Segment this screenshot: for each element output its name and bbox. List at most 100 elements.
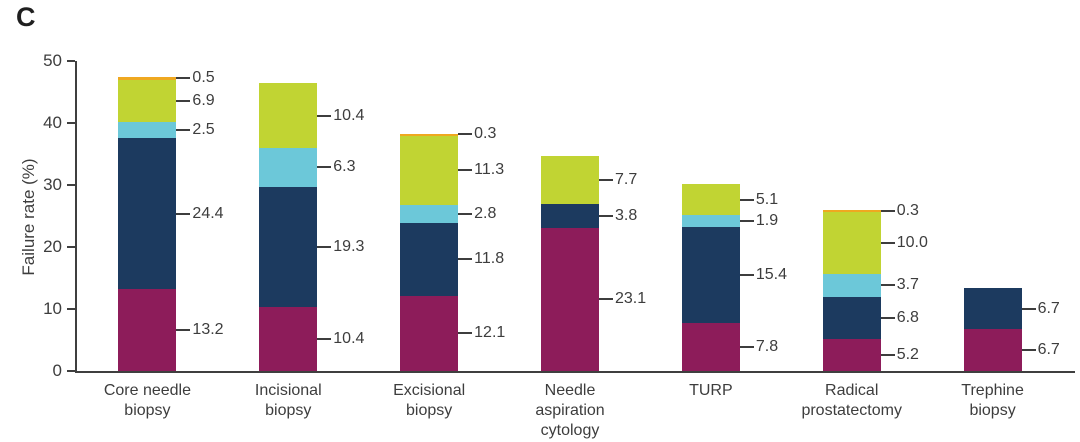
bar-trephine-biopsy-segment-navy xyxy=(963,287,1022,330)
bar-turp-segment-green xyxy=(681,183,740,216)
bar-incisional-biopsy-segment-maroon xyxy=(259,306,318,371)
label-connector-line xyxy=(176,77,191,80)
segment-value-label: 12.1 xyxy=(474,324,506,342)
label-connector-line xyxy=(317,114,332,117)
segment-value-label: 7.8 xyxy=(755,337,779,355)
x-category-label-turp: TURP xyxy=(689,382,733,399)
label-connector-line xyxy=(599,215,613,217)
label-connector-line xyxy=(458,258,473,261)
segment-value-label: 6.3 xyxy=(333,158,356,176)
segment-value-label: 15.4 xyxy=(755,265,787,283)
label-connector-line xyxy=(599,298,613,301)
y-axis-line xyxy=(75,61,77,373)
y-tick xyxy=(67,122,75,124)
x-category-label-trephine-biopsy: Trephine biopsy xyxy=(961,382,1024,419)
segment-value-label: 6.7 xyxy=(1037,299,1060,317)
bar-core-needle-biopsy-segment-light-blue xyxy=(118,122,177,138)
bar-core-needle-biopsy-segment-maroon xyxy=(118,289,177,371)
bar-core-needle-biopsy-segment-orange xyxy=(118,76,177,80)
segment-value-label: 0.3 xyxy=(474,125,497,143)
segment-value-label: 6.9 xyxy=(192,91,215,109)
label-connector-line xyxy=(880,241,895,244)
segment-value-label: 13.2 xyxy=(192,321,224,339)
segment-value-label: 3.7 xyxy=(896,276,919,294)
bar-incisional-biopsy-segment-green xyxy=(259,83,318,148)
segment-value-label: 11.3 xyxy=(474,161,505,179)
label-connector-line xyxy=(739,220,754,223)
y-tick xyxy=(67,60,75,62)
bar-excisional-biopsy-segment-green xyxy=(400,135,459,206)
y-tick xyxy=(67,246,75,248)
label-connector-line xyxy=(176,212,191,215)
label-connector-line xyxy=(599,179,613,182)
segment-value-label: 10.0 xyxy=(896,233,928,251)
label-connector-line xyxy=(176,129,191,132)
segment-value-label: 2.8 xyxy=(474,205,497,223)
bar-radical-prostatectomy-segment-maroon xyxy=(822,338,881,371)
label-connector-line xyxy=(880,209,895,212)
segment-value-label: 3.8 xyxy=(615,207,638,224)
y-tick-label: 20 xyxy=(43,237,62,256)
bar-excisional-biopsy-segment-orange xyxy=(400,133,459,136)
x-category-label-excisional-biopsy: Excisional biopsy xyxy=(393,382,466,419)
label-connector-line xyxy=(739,273,754,276)
bar-turp-segment-maroon xyxy=(681,322,740,371)
segment-value-label: 23.1 xyxy=(615,290,647,308)
label-connector-line xyxy=(176,99,191,102)
bar-turp-segment-navy xyxy=(681,227,740,323)
bar-needle-aspiration-cytology-segment-navy xyxy=(541,204,599,228)
bar-trephine-biopsy-segment-maroon xyxy=(963,329,1022,371)
panel-label: C xyxy=(16,2,36,32)
label-connector-line xyxy=(739,198,754,201)
bar-core-needle-biopsy-segment-navy xyxy=(118,137,177,290)
label-connector-line xyxy=(317,337,332,340)
segment-value-label: 10.4 xyxy=(333,106,365,124)
y-tick-label: 0 xyxy=(52,361,62,380)
y-tick-label: 40 xyxy=(43,113,62,132)
label-connector-line xyxy=(1021,307,1036,310)
y-tick-label: 30 xyxy=(43,175,62,194)
label-connector-line xyxy=(458,169,473,172)
label-connector-line xyxy=(317,166,332,169)
y-tick xyxy=(67,184,75,186)
bar-radical-prostatectomy-segment-light-blue xyxy=(822,273,881,297)
x-category-label-needle-aspiration-cytology: Needle aspiration cytology xyxy=(535,382,605,439)
segment-value-label: 2.5 xyxy=(192,121,215,139)
y-tick-label: 10 xyxy=(43,299,62,318)
x-category-label-radical-prostatectomy: Radical prostatectomy xyxy=(801,382,902,419)
bar-needle-aspiration-cytology-segment-green xyxy=(541,156,599,205)
bar-incisional-biopsy-segment-light-blue xyxy=(259,147,318,187)
x-axis-line xyxy=(75,371,1075,373)
bar-excisional-biopsy-segment-maroon xyxy=(400,295,459,371)
y-tick xyxy=(67,370,75,372)
bar-radical-prostatectomy-segment-navy xyxy=(822,296,881,339)
segment-value-label: 24.4 xyxy=(192,204,224,222)
bar-needle-aspiration-cytology-segment-maroon xyxy=(541,227,599,371)
bar-incisional-biopsy-segment-navy xyxy=(259,186,318,307)
bar-core-needle-biopsy-segment-green xyxy=(118,79,177,123)
bar-radical-prostatectomy-segment-green xyxy=(822,211,881,274)
label-connector-line xyxy=(317,245,332,248)
label-connector-line xyxy=(880,284,895,287)
segment-value-label: 19.3 xyxy=(333,237,365,255)
bar-excisional-biopsy-segment-navy xyxy=(400,222,459,296)
label-connector-line xyxy=(1021,349,1036,352)
label-connector-line xyxy=(458,133,473,136)
bar-excisional-biopsy-segment-light-blue xyxy=(400,205,459,223)
segment-value-label: 5.2 xyxy=(896,345,919,363)
label-connector-line xyxy=(880,316,895,319)
segment-value-label: 1.9 xyxy=(755,212,779,230)
segment-value-label: 0.5 xyxy=(192,69,215,87)
bar-turp-segment-light-blue xyxy=(681,215,740,228)
segment-value-label: 6.8 xyxy=(896,308,919,326)
segment-value-label: 10.4 xyxy=(333,329,365,347)
segment-value-label: 0.3 xyxy=(896,201,919,219)
label-connector-line xyxy=(880,353,895,356)
label-connector-line xyxy=(458,213,473,216)
label-connector-line xyxy=(176,329,191,332)
segment-value-label: 6.7 xyxy=(1037,341,1060,359)
bar-radical-prostatectomy-segment-orange xyxy=(822,209,881,212)
y-tick-label: 50 xyxy=(43,51,62,70)
